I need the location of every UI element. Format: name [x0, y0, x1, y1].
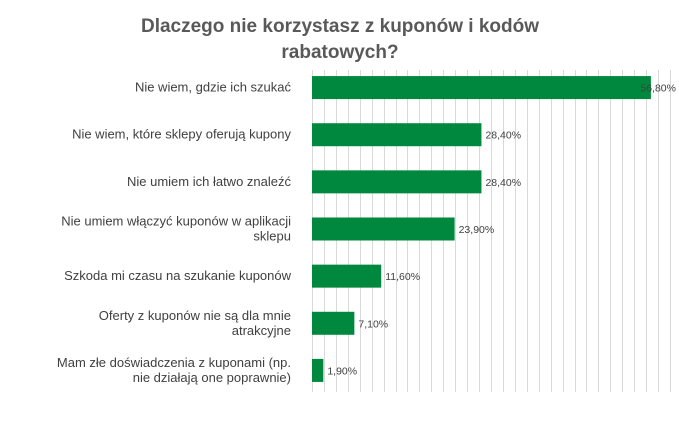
category-label: Nie wiem, gdzie ich szukać [135, 80, 292, 95]
value-label: 56,80% [640, 83, 676, 95]
value-label: 7,10% [358, 318, 388, 330]
value-label: 11,60% [385, 271, 420, 283]
bar [312, 170, 482, 194]
bar [312, 217, 455, 241]
value-label: 1,90% [327, 365, 357, 377]
value-labels: 56,80% 28,40% 28,40% 23,90% 11,60% 7,10% 1,90% [327, 83, 676, 378]
bar [312, 123, 482, 147]
bar [312, 358, 324, 382]
value-label: 23,90% [459, 224, 495, 236]
bars [312, 76, 651, 382]
category-label: Mam złe doświadczenia z kuponami (np. nie… [57, 355, 291, 385]
chart-title: Dlaczego nie korzystasz z kuponów i kodó… [140, 16, 540, 63]
value-label: 28,40% [485, 177, 521, 189]
bar [312, 264, 382, 288]
category-labels: Nie wiem, gdzie ich szukać Nie wiem, któr… [57, 80, 292, 385]
value-label: 28,40% [485, 130, 521, 142]
category-label: Nie wiem, które sklepy oferują kupony [72, 127, 291, 142]
category-label: Nie umiem ich łatwo znaleźć [127, 174, 292, 189]
category-label: Nie umiem włączyć kuponów w aplikacji skl… [61, 214, 291, 244]
category-label: Szkoda mi czasu na szukanie kuponów [64, 268, 292, 283]
bar [312, 76, 651, 100]
category-label: Oferty z kuponów nie są dla mnie atrakcyj… [99, 308, 291, 338]
bar [312, 311, 355, 335]
